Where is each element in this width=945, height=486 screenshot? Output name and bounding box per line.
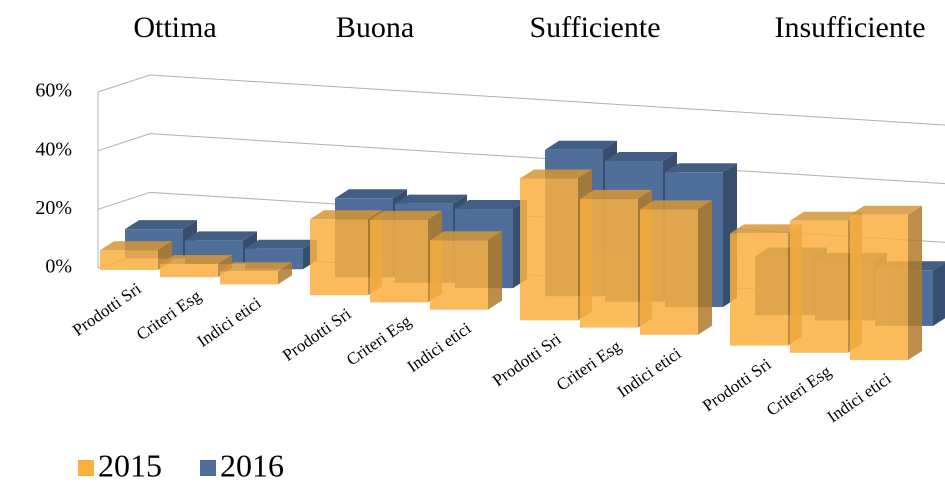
bar bbox=[220, 262, 292, 285]
bar-top bbox=[455, 200, 527, 210]
bar-top bbox=[430, 231, 502, 241]
bar bbox=[160, 255, 232, 278]
bar-front bbox=[640, 209, 698, 335]
bar-top bbox=[640, 200, 712, 210]
bar-side bbox=[933, 262, 945, 326]
bar-top bbox=[220, 262, 292, 272]
bar-top bbox=[790, 211, 862, 221]
bar-side bbox=[278, 262, 292, 285]
bar-top bbox=[580, 189, 652, 199]
bar-top bbox=[100, 241, 172, 251]
y-tick-label: 60% bbox=[35, 80, 72, 102]
bar-front bbox=[850, 214, 908, 360]
bar-top bbox=[370, 210, 442, 220]
bar-side bbox=[908, 205, 922, 360]
legend-swatch bbox=[200, 460, 216, 476]
bar-front bbox=[310, 219, 368, 296]
bar-front bbox=[220, 271, 278, 285]
bar-top bbox=[665, 163, 737, 173]
bar-top bbox=[545, 140, 617, 150]
bar-top bbox=[245, 239, 317, 249]
legend-swatch bbox=[78, 460, 94, 476]
bar-front bbox=[370, 219, 428, 303]
bar-top bbox=[730, 224, 802, 234]
group-label: Insufficiente bbox=[774, 11, 925, 44]
bar-top bbox=[520, 169, 592, 179]
bar-top bbox=[395, 194, 467, 204]
bar-top bbox=[605, 152, 677, 162]
bar-top bbox=[160, 255, 232, 264]
bar-front bbox=[580, 198, 638, 328]
bar-side bbox=[488, 231, 502, 310]
bar-top bbox=[335, 189, 407, 199]
bar-front bbox=[790, 220, 848, 353]
legend-label: 2016 bbox=[220, 447, 284, 483]
grid-line bbox=[97, 133, 945, 185]
bar-front bbox=[520, 178, 578, 321]
bar-top bbox=[185, 231, 257, 241]
bar-top bbox=[850, 205, 922, 215]
x-tick-label: Indici etici bbox=[194, 293, 265, 351]
bar-top bbox=[310, 210, 382, 220]
bar-front bbox=[100, 250, 158, 270]
x-tick-label: Indici etici bbox=[404, 318, 475, 376]
grid-line bbox=[97, 74, 945, 126]
y-tick-label: 20% bbox=[35, 197, 72, 219]
y-tick-label: 0% bbox=[45, 256, 72, 278]
group-label: Buona bbox=[336, 11, 414, 44]
bar-top bbox=[125, 220, 197, 230]
group-label: Sufficiente bbox=[529, 11, 660, 44]
legend-label: 2015 bbox=[98, 447, 162, 483]
y-tick-label: 40% bbox=[35, 138, 72, 160]
bar-front bbox=[160, 264, 218, 278]
bar-side bbox=[698, 200, 712, 335]
bar-front bbox=[730, 233, 788, 346]
bar bbox=[430, 231, 502, 310]
bar bbox=[850, 205, 922, 360]
bar bbox=[640, 200, 712, 335]
bar-front bbox=[430, 240, 488, 310]
group-label: Ottima bbox=[133, 11, 216, 44]
